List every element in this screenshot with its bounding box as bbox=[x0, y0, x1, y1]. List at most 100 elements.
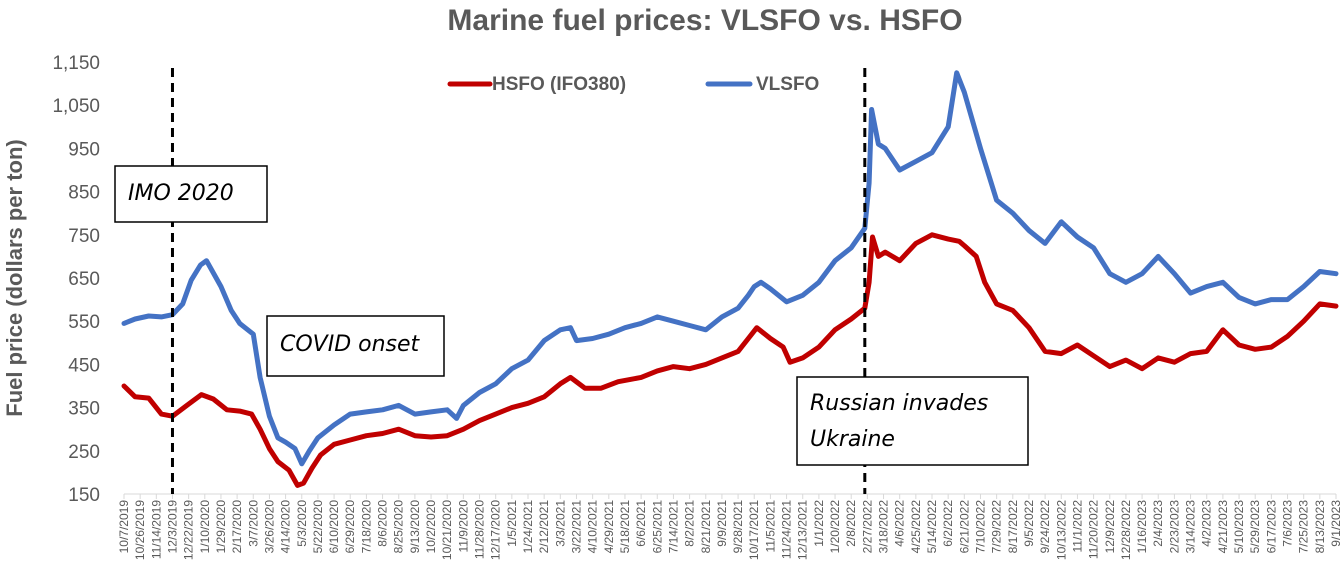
series-line-hsfo bbox=[121, 232, 1339, 488]
x-tick-label: 7/6/2023 bbox=[1281, 500, 1295, 547]
x-tick-label: 9/5/2022 bbox=[1022, 500, 1036, 547]
x-tick-label: 2/27/2022 bbox=[860, 500, 874, 554]
x-tick-label: 4/2/2023 bbox=[1200, 500, 1214, 547]
x-tick-label: 10/21/2020 bbox=[440, 500, 454, 560]
x-tick-label: 5/18/2021 bbox=[618, 500, 632, 554]
y-tick-label: 1,050 bbox=[52, 96, 100, 117]
y-tick-label: 250 bbox=[68, 442, 100, 463]
x-tick-label: 8/6/2020 bbox=[376, 500, 390, 547]
x-tick-label: 8/17/2022 bbox=[1006, 500, 1020, 554]
x-tick-label: 1/10/2020 bbox=[198, 500, 212, 554]
x-tick-label: 4/21/2023 bbox=[1216, 500, 1230, 554]
y-tick-label: 450 bbox=[68, 355, 100, 376]
x-tick-label: 6/25/2021 bbox=[650, 500, 664, 554]
x-tick-label: 6/2/2022 bbox=[941, 500, 955, 547]
x-tick-label: 2/4/2023 bbox=[1151, 500, 1165, 547]
x-tick-label: 11/24/2021 bbox=[780, 500, 794, 559]
x-tick-label: 4/29/2021 bbox=[602, 500, 616, 554]
x-tick-label: 3/26/2020 bbox=[262, 500, 276, 554]
x-tick-label: 9/28/2021 bbox=[731, 500, 745, 554]
x-tick-label: 6/29/2020 bbox=[343, 500, 357, 554]
y-tick-label: 550 bbox=[68, 312, 100, 333]
annotation-box: COVID onset bbox=[266, 315, 445, 377]
series-line-vlsfo bbox=[121, 70, 1339, 467]
x-tick-label: 7/14/2021 bbox=[666, 500, 680, 554]
x-tick-label: 9/9/2021 bbox=[715, 500, 729, 547]
y-tick-label: 1,150 bbox=[52, 53, 100, 74]
x-tick-label: 11/14/2019 bbox=[149, 500, 163, 559]
x-tick-label: 1/16/2023 bbox=[1135, 500, 1149, 554]
x-tick-label: 7/25/2023 bbox=[1297, 500, 1311, 554]
x-tick-label: 6/10/2020 bbox=[327, 500, 341, 554]
x-tick-label: 1/29/2020 bbox=[214, 500, 228, 554]
x-tick-label: 7/10/2022 bbox=[973, 500, 987, 554]
x-tick-label: 10/13/2022 bbox=[1054, 500, 1068, 560]
y-axis-label: Fuel price (dollars per ton) bbox=[2, 139, 27, 416]
x-tick-label: 8/2/2021 bbox=[683, 500, 697, 547]
y-tick-label: 750 bbox=[68, 226, 100, 247]
x-tick-label: 12/22/2019 bbox=[182, 500, 196, 560]
x-tick-label: 8/21/2021 bbox=[699, 500, 713, 554]
x-tick-label: 4/14/2020 bbox=[279, 500, 293, 554]
x-axis: 10/7/2019 10/26/2019 11/14/2019 12/3/2019 12… bbox=[117, 493, 1343, 560]
legend: HSFO (IFO380) VLSFO bbox=[447, 74, 819, 95]
x-tick-label: 12/9/2022 bbox=[1103, 500, 1117, 554]
x-tick-label: 1/1/2022 bbox=[812, 500, 826, 547]
x-tick-label: 4/10/2021 bbox=[586, 500, 600, 554]
x-tick-label: 10/2/2020 bbox=[424, 500, 438, 554]
x-tick-label: 2/23/2023 bbox=[1167, 500, 1181, 554]
x-tick-label: 8/13/2023 bbox=[1313, 500, 1327, 554]
x-tick-label: 10/26/2019 bbox=[133, 500, 147, 560]
x-tick-label: 11/5/2021 bbox=[763, 500, 777, 553]
x-tick-label: 3/18/2022 bbox=[877, 500, 891, 554]
x-tick-label: 9/1/2023 bbox=[1329, 500, 1343, 547]
x-tick-label: 2/17/2020 bbox=[230, 500, 244, 554]
annotation-text: IMO 2020 bbox=[128, 181, 234, 206]
x-tick-label: 1/20/2022 bbox=[828, 500, 842, 554]
event-lines bbox=[170, 68, 867, 494]
x-tick-label: 5/3/2020 bbox=[295, 500, 309, 547]
x-tick-label: 9/13/2020 bbox=[408, 500, 422, 554]
x-tick-label: 11/1/2022 bbox=[1070, 500, 1084, 553]
x-tick-label: 3/7/2020 bbox=[246, 500, 260, 547]
x-tick-label: 1/5/2021 bbox=[505, 500, 519, 547]
x-tick-label: 4/6/2022 bbox=[893, 500, 907, 547]
y-tick-label: 950 bbox=[68, 139, 100, 160]
x-tick-label: 10/17/2021 bbox=[747, 500, 761, 560]
y-axis-ticks: 150 250 350 450 550 650 750 850 950 1,050 1,150 bbox=[52, 53, 100, 506]
y-tick-label: 650 bbox=[68, 269, 100, 290]
x-tick-label: 2/8/2022 bbox=[844, 500, 858, 547]
annotation-text: Russian invades bbox=[810, 391, 988, 416]
annotation-box: IMO 2020 bbox=[114, 165, 268, 223]
annotation-frame bbox=[266, 315, 445, 377]
x-tick-label: 11/20/2022 bbox=[1087, 500, 1101, 559]
x-tick-label: 3/3/2021 bbox=[553, 500, 567, 547]
x-tick-label: 12/3/2019 bbox=[165, 500, 179, 554]
x-tick-label: 6/17/2023 bbox=[1264, 500, 1278, 554]
chart-title: Marine fuel prices: VLSFO vs. HSFO bbox=[447, 4, 962, 37]
x-tick-label: 12/13/2021 bbox=[796, 500, 810, 560]
x-tick-label: 6/21/2022 bbox=[957, 500, 971, 554]
x-tick-label: 3/14/2023 bbox=[1184, 500, 1198, 554]
legend-label-hsfo: HSFO (IFO380) bbox=[492, 74, 626, 95]
annotation-text: COVID onset bbox=[280, 332, 421, 357]
x-tick-label: 12/28/2022 bbox=[1119, 500, 1133, 560]
legend-label-vlsfo: VLSFO bbox=[756, 74, 819, 95]
annotation-frame bbox=[114, 165, 268, 223]
event-annotations: IMO 2020 COVID onset Russian invades Ukrain… bbox=[114, 165, 1029, 466]
annotation-text: Ukraine bbox=[810, 427, 895, 452]
x-tick-label: 7/18/2020 bbox=[359, 500, 373, 554]
x-tick-label: 11/28/2020 bbox=[473, 500, 487, 559]
x-tick-label: 2/12/2021 bbox=[537, 500, 551, 554]
x-tick-label: 10/7/2019 bbox=[117, 500, 131, 554]
series-lines bbox=[121, 70, 1339, 488]
x-tick-label: 5/22/2020 bbox=[311, 500, 325, 554]
x-tick-label: 6/6/2021 bbox=[634, 500, 648, 547]
x-tick-label: 7/29/2022 bbox=[990, 500, 1004, 554]
x-tick-label: 5/29/2023 bbox=[1248, 500, 1262, 554]
x-tick-label: 4/25/2022 bbox=[909, 500, 923, 554]
annotation-box: Russian invades Ukraine bbox=[796, 376, 1029, 466]
annotation-frame bbox=[796, 376, 1029, 466]
y-tick-label: 350 bbox=[68, 399, 100, 420]
